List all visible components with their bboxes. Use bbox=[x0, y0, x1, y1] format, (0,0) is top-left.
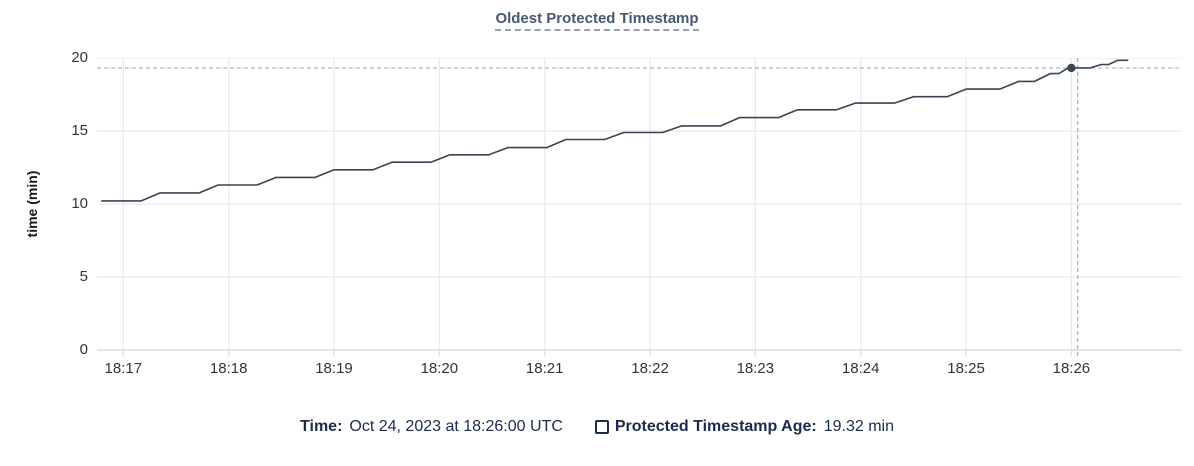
chart-title[interactable]: Oldest Protected Timestamp bbox=[495, 10, 699, 31]
legend-time-value: Oct 24, 2023 at 18:26:00 UTC bbox=[349, 418, 563, 435]
y-tick-label: 0 bbox=[79, 341, 88, 358]
x-tick-label: 18:20 bbox=[420, 360, 459, 377]
x-tick-label: 18:26 bbox=[1052, 360, 1091, 377]
legend-time-group: Time: Oct 24, 2023 at 18:26:00 UTC bbox=[300, 418, 563, 436]
x-tick-label: 18:25 bbox=[947, 360, 985, 377]
series-line bbox=[101, 59, 1129, 202]
y-tick-label: 10 bbox=[71, 195, 88, 212]
x-tick-label: 18:23 bbox=[736, 360, 775, 377]
series-toggle-checkbox[interactable] bbox=[594, 420, 609, 434]
y-tick-label: 15 bbox=[71, 122, 88, 139]
chart-svg[interactable] bbox=[97, 58, 1182, 358]
x-tick-label: 18:22 bbox=[631, 360, 669, 377]
legend-series-label: Protected Timestamp Age: bbox=[614, 418, 817, 435]
y-tick-label: 20 bbox=[71, 49, 88, 66]
legend-series-value: 19.32 min bbox=[823, 418, 894, 435]
x-tick-label: 18:17 bbox=[104, 360, 143, 377]
chart-legend: Time: Oct 24, 2023 at 18:26:00 UTC Prote… bbox=[0, 418, 1194, 436]
chart-title-row: Oldest Protected Timestamp bbox=[0, 10, 1194, 31]
legend-time-label: Time: bbox=[300, 418, 343, 435]
x-tick-label: 18:21 bbox=[525, 360, 564, 377]
legend-series-group: Protected Timestamp Age: 19.32 min bbox=[594, 418, 894, 436]
hover-point bbox=[1067, 63, 1076, 73]
x-tick-label: 18:18 bbox=[209, 360, 248, 377]
x-tick-label: 18:24 bbox=[841, 360, 880, 377]
y-axis-title: time (min) bbox=[24, 170, 40, 238]
y-tick-label: 5 bbox=[79, 268, 88, 285]
x-tick-label: 18:19 bbox=[315, 360, 353, 377]
